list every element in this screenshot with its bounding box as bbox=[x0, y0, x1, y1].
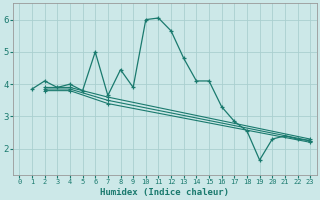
X-axis label: Humidex (Indice chaleur): Humidex (Indice chaleur) bbox=[100, 188, 229, 197]
